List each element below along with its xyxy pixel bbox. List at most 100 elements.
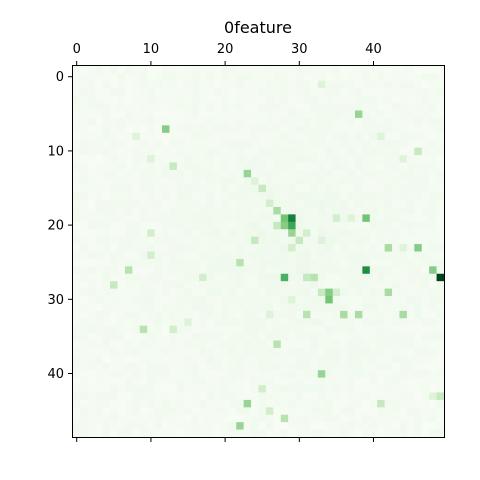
heatmap-cell: [162, 73, 170, 82]
heatmap-cell: [169, 110, 178, 119]
heatmap-cell: [80, 258, 89, 267]
heatmap-cell: [147, 132, 155, 141]
heatmap-cell: [347, 221, 356, 230]
heatmap-cell: [436, 288, 445, 297]
heatmap-cell: [236, 221, 244, 230]
heatmap-cell: [73, 251, 81, 260]
heatmap-cell: [384, 333, 393, 341]
heatmap-cell: [303, 422, 311, 430]
heatmap-cell: [310, 370, 319, 378]
heatmap-cell: [265, 88, 274, 96]
heatmap-cell: [384, 66, 393, 74]
heatmap-cell: [191, 303, 200, 312]
heatmap-cell: [303, 125, 311, 134]
heatmap-cell: [354, 177, 363, 186]
heatmap-cell: [340, 325, 348, 334]
heatmap-cell: [162, 132, 170, 141]
heatmap-cell: [87, 288, 96, 297]
heatmap-cell: [221, 333, 230, 341]
heatmap-cell: [369, 88, 378, 96]
heatmap-cell: [399, 214, 408, 223]
heatmap-cell: [377, 206, 385, 215]
heatmap-cell: [162, 288, 170, 297]
heatmap-cell: [236, 318, 244, 326]
heatmap-cell: [206, 303, 215, 312]
heatmap-cell: [147, 110, 155, 119]
heatmap-cell: [414, 407, 423, 416]
heatmap-cell: [406, 340, 415, 349]
heatmap-cell: [384, 281, 393, 289]
heatmap-cell: [154, 88, 163, 96]
heatmap-cell: [369, 184, 378, 193]
heatmap-cell: [147, 221, 155, 230]
heatmap-cell: [176, 399, 185, 408]
heatmap-cell: [377, 155, 385, 163]
heatmap-cell: [95, 347, 103, 356]
heatmap-cell: [176, 407, 185, 416]
heatmap-cell: [162, 347, 170, 356]
heatmap-cell: [414, 66, 423, 74]
heatmap-cell: [384, 251, 393, 260]
heatmap-cell: [310, 422, 319, 430]
heatmap-cell: [340, 169, 348, 178]
heatmap-cell: [280, 117, 289, 126]
heatmap-cell: [110, 385, 118, 393]
heatmap-cell: [184, 192, 193, 200]
heatmap-cell: [154, 429, 163, 438]
heatmap-cell: [221, 244, 230, 252]
heatmap-cell: [206, 184, 215, 193]
heatmap-cell: [110, 140, 118, 148]
heatmap-cell: [206, 244, 215, 252]
heatmap-cell: [303, 325, 311, 334]
heatmap-cell: [317, 347, 326, 356]
heatmap-cell: [236, 347, 244, 356]
heatmap-cell: [354, 169, 363, 178]
heatmap-cell: [162, 229, 170, 237]
heatmap-cell: [310, 377, 319, 386]
heatmap-cell: [280, 199, 289, 208]
heatmap-cell: [132, 140, 141, 148]
heatmap-cell: [162, 399, 170, 408]
heatmap-cell: [95, 303, 103, 312]
heatmap-cell: [251, 110, 259, 119]
heatmap-cell: [288, 110, 296, 119]
heatmap-cell: [399, 377, 408, 386]
heatmap-cell: [399, 340, 408, 349]
heatmap-cell: [102, 281, 111, 289]
heatmap-cell: [199, 88, 207, 96]
heatmap-cell: [354, 95, 363, 104]
heatmap-cell: [317, 273, 326, 282]
heatmap-cell: [80, 422, 89, 430]
heatmap-cell: [399, 318, 408, 326]
heatmap-cell: [110, 407, 118, 416]
heatmap-cell: [124, 192, 133, 200]
heatmap-cell: [162, 110, 170, 119]
heatmap-cell: [325, 117, 333, 126]
heatmap-cell: [421, 125, 430, 134]
heatmap-cell: [147, 184, 155, 193]
heatmap-cell: [377, 95, 385, 104]
heatmap-cell: [332, 192, 341, 200]
heatmap-cell: [288, 251, 296, 260]
heatmap-cell: [406, 288, 415, 297]
heatmap-cell: [236, 288, 244, 297]
heatmap-cell: [213, 325, 222, 334]
heatmap-cell: [406, 80, 415, 89]
heatmap-cell: [258, 95, 267, 104]
heatmap-cell: [377, 177, 385, 186]
heatmap-cell: [95, 177, 103, 186]
heatmap-cell: [124, 125, 133, 134]
heatmap-cell: [102, 288, 111, 297]
heatmap-cell: [340, 103, 348, 111]
heatmap-cell: [258, 303, 267, 312]
heatmap-cell: [295, 422, 304, 430]
heatmap-cell: [206, 399, 215, 408]
heatmap-cell: [243, 429, 252, 438]
y-tick-label: 10: [47, 144, 64, 159]
heatmap-cell: [124, 66, 133, 74]
heatmap-cell: [303, 214, 311, 223]
heatmap-cell: [206, 429, 215, 438]
heatmap-cell: [139, 362, 148, 371]
heatmap-cell: [154, 377, 163, 386]
heatmap-cell: [117, 184, 126, 193]
